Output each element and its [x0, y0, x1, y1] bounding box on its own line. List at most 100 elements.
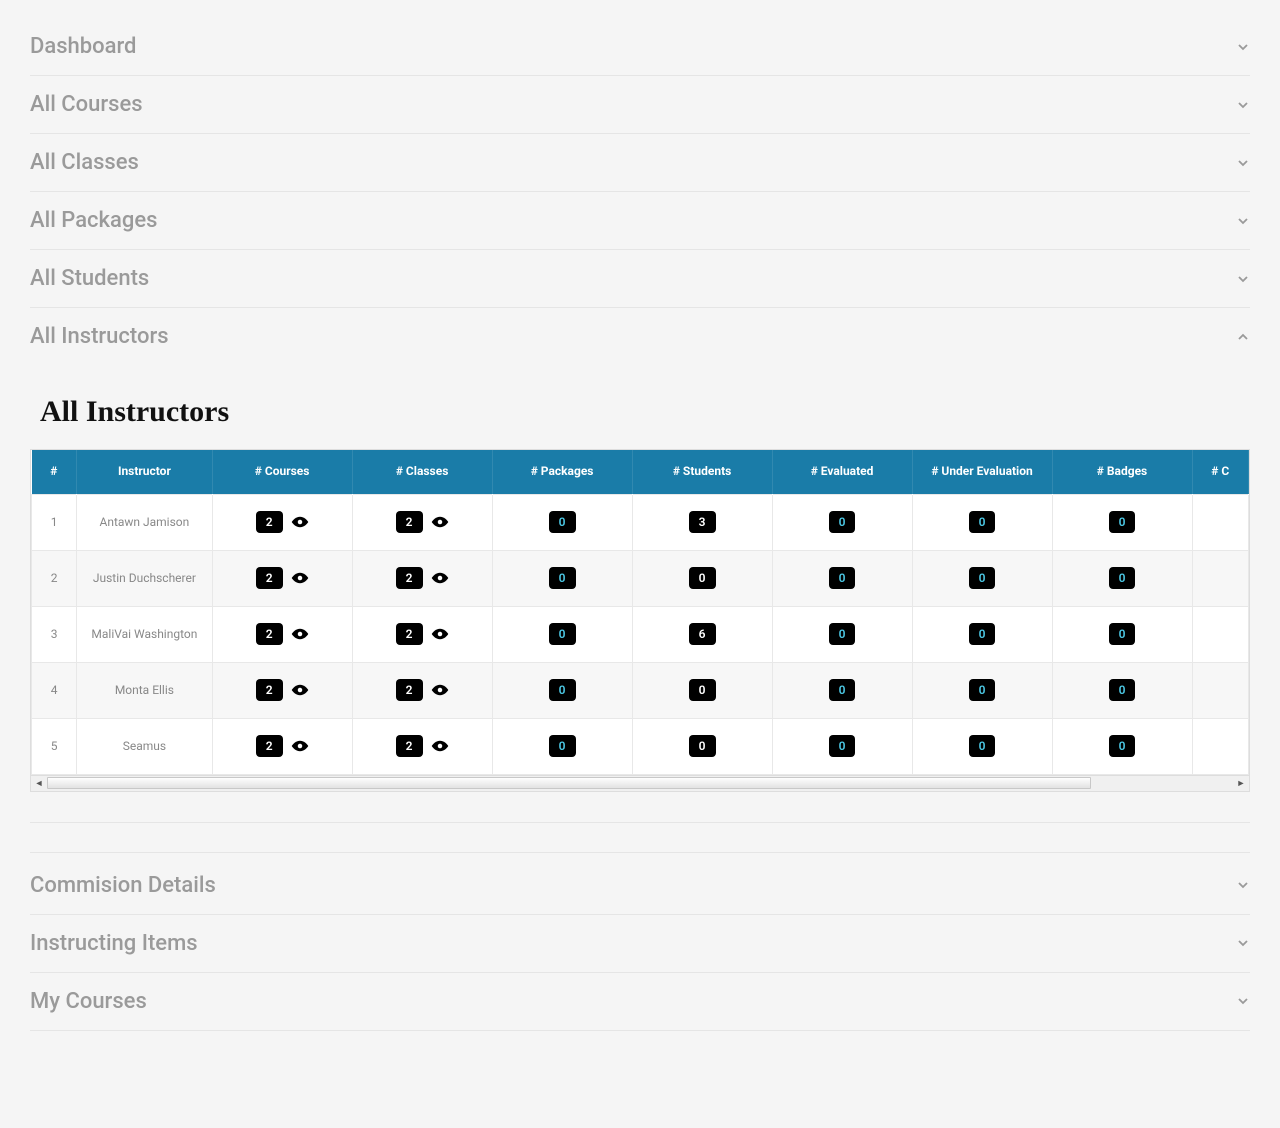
count-pill: 6 — [689, 623, 716, 645]
cell-students: 0 — [632, 718, 772, 774]
horizontal-scrollbar[interactable]: ◄ ► — [31, 775, 1249, 791]
count-pill: 0 — [549, 735, 576, 757]
cell-courses: 2 — [212, 718, 352, 774]
cell-index: 3 — [32, 606, 77, 662]
cell-classes: 2 — [352, 662, 492, 718]
count-pill: 0 — [689, 567, 716, 589]
table-row: 2Justin Duchscherer2200000 — [32, 550, 1249, 606]
col-classes: # Classes — [352, 450, 492, 494]
nav-item-all-students[interactable]: All Students — [30, 250, 1250, 308]
count-pill: 2 — [256, 623, 283, 645]
eye-icon[interactable] — [291, 628, 309, 640]
eye-icon[interactable] — [291, 740, 309, 752]
nav-label: All Courses — [30, 92, 143, 117]
cell-badges: 0 — [1052, 550, 1192, 606]
cell-instructor: Seamus — [77, 718, 212, 774]
cell-classes: 2 — [352, 550, 492, 606]
nav-label: Instructing Items — [30, 931, 198, 956]
cell-evaluated: 0 — [772, 494, 912, 550]
nav-label: Commision Details — [30, 873, 216, 898]
cell-evaluated: 0 — [772, 662, 912, 718]
cell-badges: 0 — [1052, 718, 1192, 774]
eye-icon[interactable] — [431, 740, 449, 752]
nav-label: All Classes — [30, 150, 139, 175]
col-badges: # Badges — [1052, 450, 1192, 494]
count-pill: 0 — [1109, 567, 1136, 589]
col-packages: # Packages — [492, 450, 632, 494]
count-pill: 0 — [969, 679, 996, 701]
nav-item-all-instructors[interactable]: All Instructors All Instructors # Instru… — [30, 308, 1250, 823]
panel-title: All Instructors — [30, 385, 1250, 449]
chevron-down-icon — [1236, 272, 1250, 286]
cell-under-evaluation: 0 — [912, 550, 1052, 606]
cell-overflow — [1192, 718, 1248, 774]
nav-item-dashboard[interactable]: Dashboard — [30, 18, 1250, 76]
nav-item-all-courses[interactable]: All Courses — [30, 76, 1250, 134]
instructors-table: # Instructor # Courses # Classes # Packa… — [31, 450, 1249, 775]
cell-overflow — [1192, 606, 1248, 662]
cell-evaluated: 0 — [772, 550, 912, 606]
nav-item-all-packages[interactable]: All Packages — [30, 192, 1250, 250]
cell-index: 5 — [32, 718, 77, 774]
cell-under-evaluation: 0 — [912, 662, 1052, 718]
count-pill: 0 — [969, 511, 996, 533]
eye-icon[interactable] — [431, 516, 449, 528]
count-pill: 0 — [549, 567, 576, 589]
eye-icon[interactable] — [431, 572, 449, 584]
cell-classes: 2 — [352, 606, 492, 662]
eye-icon[interactable] — [431, 684, 449, 696]
eye-icon[interactable] — [291, 572, 309, 584]
nav-label: All Packages — [30, 208, 157, 233]
scroll-left-arrow[interactable]: ◄ — [31, 776, 47, 790]
eye-icon[interactable] — [291, 684, 309, 696]
table-row: 4Monta Ellis2200000 — [32, 662, 1249, 718]
scroll-right-arrow[interactable]: ► — [1233, 776, 1249, 790]
col-index: # — [32, 450, 77, 494]
count-pill: 0 — [1109, 735, 1136, 757]
scroll-track[interactable] — [47, 777, 1233, 789]
nav-label: My Courses — [30, 989, 147, 1014]
count-pill: 2 — [396, 511, 423, 533]
col-courses: # Courses — [212, 450, 352, 494]
cell-packages: 0 — [492, 662, 632, 718]
col-under-evaluation: # Under Evaluation — [912, 450, 1052, 494]
nav-item-commission-details[interactable]: Commision Details — [30, 857, 1250, 915]
count-pill: 0 — [829, 511, 856, 533]
nav-item-my-courses[interactable]: My Courses — [30, 973, 1250, 1031]
cell-index: 1 — [32, 494, 77, 550]
cell-index: 2 — [32, 550, 77, 606]
cell-evaluated: 0 — [772, 606, 912, 662]
cell-overflow — [1192, 662, 1248, 718]
cell-instructor: Justin Duchscherer — [77, 550, 212, 606]
col-evaluated: # Evaluated — [772, 450, 912, 494]
cell-students: 0 — [632, 662, 772, 718]
eye-icon[interactable] — [291, 516, 309, 528]
nav-item-all-classes[interactable]: All Classes — [30, 134, 1250, 192]
table-row: 3MaliVai Washington2206000 — [32, 606, 1249, 662]
count-pill: 0 — [689, 679, 716, 701]
chevron-down-icon — [1236, 936, 1250, 950]
cell-courses: 2 — [212, 550, 352, 606]
col-overflow: # C — [1192, 450, 1248, 494]
count-pill: 2 — [396, 567, 423, 589]
cell-under-evaluation: 0 — [912, 606, 1052, 662]
count-pill: 2 — [256, 511, 283, 533]
cell-students: 0 — [632, 550, 772, 606]
count-pill: 0 — [969, 567, 996, 589]
cell-badges: 0 — [1052, 606, 1192, 662]
count-pill: 0 — [969, 735, 996, 757]
cell-students: 3 — [632, 494, 772, 550]
scroll-thumb[interactable] — [47, 777, 1091, 789]
count-pill: 0 — [1109, 623, 1136, 645]
count-pill: 0 — [829, 567, 856, 589]
nav-item-instructing-items[interactable]: Instructing Items — [30, 915, 1250, 973]
count-pill: 3 — [689, 511, 716, 533]
chevron-down-icon — [1236, 878, 1250, 892]
chevron-down-icon — [1236, 40, 1250, 54]
eye-icon[interactable] — [431, 628, 449, 640]
nav-label: All Students — [30, 266, 149, 291]
chevron-down-icon — [1236, 994, 1250, 1008]
cell-overflow — [1192, 494, 1248, 550]
cell-index: 4 — [32, 662, 77, 718]
cell-evaluated: 0 — [772, 718, 912, 774]
